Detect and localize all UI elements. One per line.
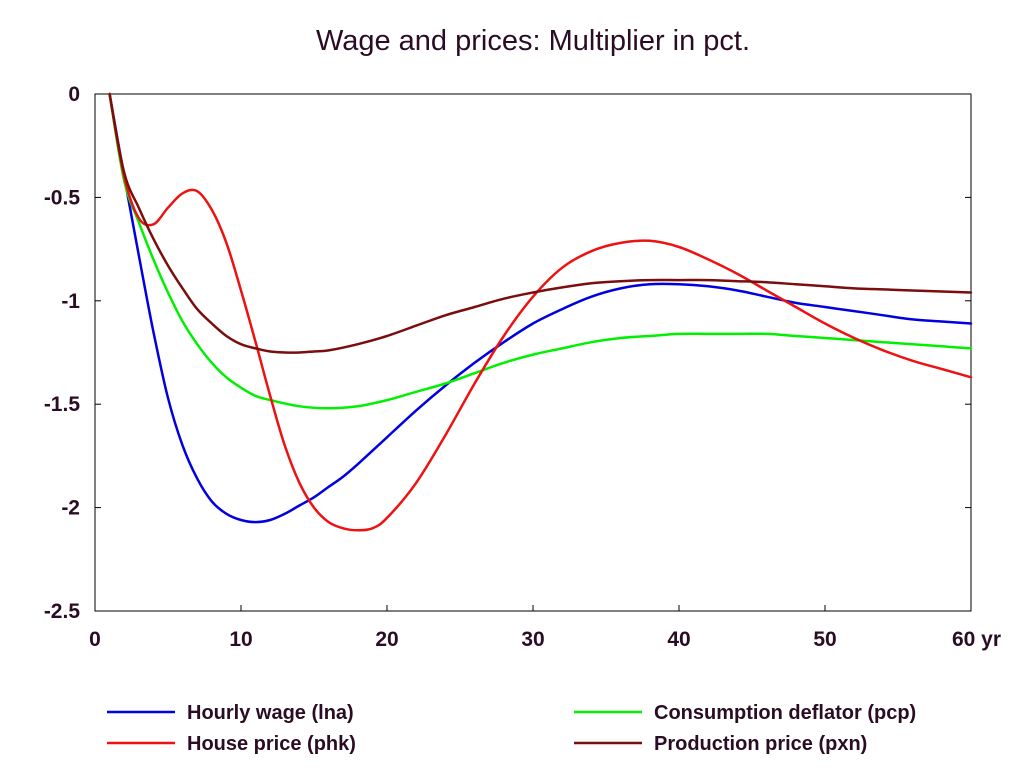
y-tick-label: -1 <box>61 290 80 313</box>
legend: Hourly wage (lna) Consumption deflator (p… <box>107 702 916 755</box>
legend-label: Hourly wage (lna) <box>187 702 354 724</box>
x-axis: 0 10 20 30 40 50 60 yr <box>89 605 1001 651</box>
series-layer <box>108 92 973 532</box>
x-tick-label: 10 <box>229 628 252 651</box>
series-line-hourly-wage <box>108 92 973 524</box>
legend-item-house-price: House price (phk) <box>107 733 356 755</box>
x-tick-label: 60 yr <box>952 628 1001 651</box>
series-line-production-price <box>108 92 973 354</box>
x-tick-label: 40 <box>667 628 690 651</box>
y-tick-label: 0 <box>68 83 80 106</box>
legend-item-production-price: Production price (pxn) <box>574 733 867 755</box>
chart-title: Wage and prices: Multiplier in pct. <box>316 25 750 57</box>
x-tick-label: 0 <box>89 628 101 651</box>
x-tick-label: 50 <box>813 628 836 651</box>
legend-item-hourly-wage: Hourly wage (lna) <box>107 702 354 724</box>
series-line-consumption-deflator <box>108 92 973 410</box>
x-tick-label: 30 <box>521 628 544 651</box>
legend-label: Production price (pxn) <box>654 733 867 755</box>
legend-label: Consumption deflator (pcp) <box>654 702 916 724</box>
y-tick-label: -2 <box>61 497 80 520</box>
y-tick-label: -0.5 <box>44 186 81 209</box>
y-tick-label: -1.5 <box>44 393 81 416</box>
y-axis: 0 -0.5 -1 -1.5 -2 -2.5 <box>44 83 971 623</box>
x-tick-label: 20 <box>375 628 398 651</box>
legend-label: House price (phk) <box>187 733 356 755</box>
series-line-house-price <box>108 92 973 532</box>
y-tick-label: -2.5 <box>44 600 81 623</box>
plot-area-frame <box>94 93 972 612</box>
legend-item-consumption-deflator: Consumption deflator (pcp) <box>574 702 916 724</box>
